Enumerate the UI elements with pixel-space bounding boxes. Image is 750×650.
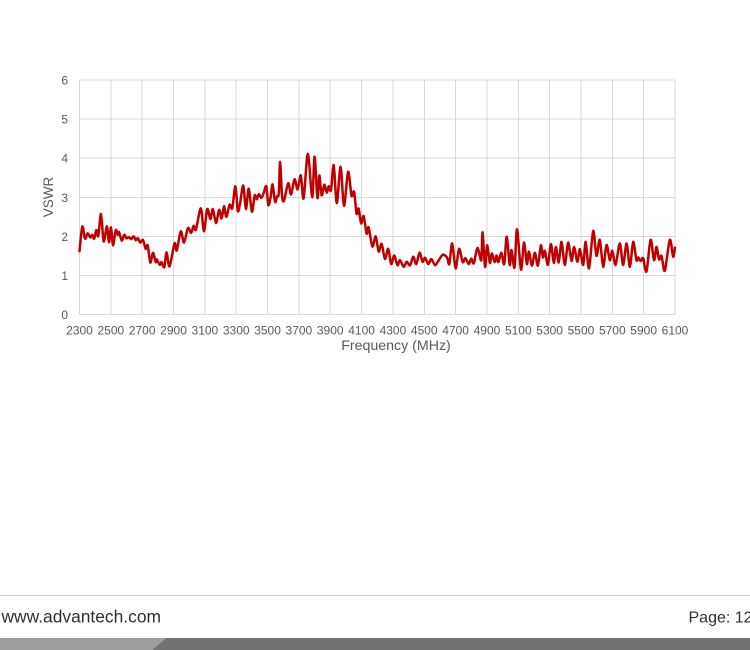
svg-text:5100: 5100 [505,324,532,338]
svg-text:3700: 3700 [286,324,313,338]
svg-text:2300: 2300 [66,324,93,338]
svg-text:0: 0 [61,308,68,322]
svg-text:3900: 3900 [317,324,344,338]
svg-text:3300: 3300 [223,324,250,338]
svg-text:4500: 4500 [411,324,438,338]
svg-text:5: 5 [61,113,68,127]
svg-text:Frequency (MHz): Frequency (MHz) [341,338,451,354]
svg-text:3: 3 [61,191,68,205]
svg-text:5500: 5500 [568,324,595,338]
svg-text:6100: 6100 [662,324,689,338]
svg-text:2500: 2500 [97,324,124,338]
svg-text:4300: 4300 [380,324,407,338]
svg-text:4: 4 [61,152,68,166]
svg-text:www.advantech.com: www.advantech.com [1,606,162,626]
svg-text:1: 1 [61,269,68,283]
svg-text:5700: 5700 [599,324,626,338]
svg-text:VSWR: VSWR [41,176,56,217]
svg-text:3100: 3100 [192,324,219,338]
svg-text:2700: 2700 [129,324,156,338]
svg-text:3500: 3500 [254,324,281,338]
svg-text:6: 6 [61,74,68,88]
svg-text:5300: 5300 [536,324,563,338]
svg-text:5900: 5900 [630,324,657,338]
svg-text:Page: 12: Page: 12 [689,609,750,626]
svg-text:4100: 4100 [348,324,375,338]
svg-text:4900: 4900 [474,324,501,338]
svg-text:2900: 2900 [160,324,187,338]
svg-text:4700: 4700 [442,324,469,338]
svg-text:2: 2 [61,230,68,244]
